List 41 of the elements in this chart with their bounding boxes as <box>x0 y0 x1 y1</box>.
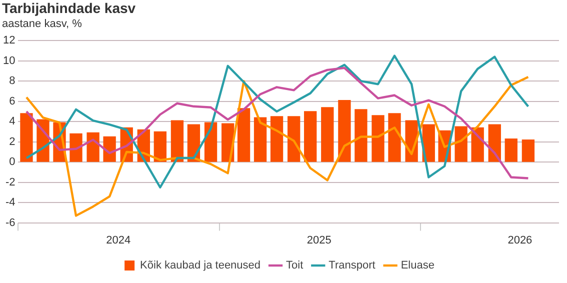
bar <box>204 122 218 162</box>
x-tick-label: 2025 <box>306 234 332 246</box>
x-tick-label: 2024 <box>106 234 131 246</box>
legend-label: Toit <box>286 260 304 272</box>
bar <box>422 124 435 162</box>
y-tick-label: -2 <box>5 176 16 188</box>
legend-label: Eluase <box>400 260 434 272</box>
bar <box>270 116 284 162</box>
bar <box>237 108 250 162</box>
bar <box>170 120 184 162</box>
bar <box>321 107 334 162</box>
y-tick-label: 12 <box>2 34 16 47</box>
bar <box>504 138 518 162</box>
y-tick-label: 8 <box>9 75 16 88</box>
bar <box>103 136 116 162</box>
y-tick-label: -4 <box>5 196 16 209</box>
chart-title: Tarbijahindade kasv <box>1 0 137 17</box>
bar <box>154 131 166 162</box>
y-tick-label: 0 <box>9 156 16 168</box>
bar <box>254 117 267 162</box>
y-tick-label: 10 <box>2 54 16 67</box>
bar <box>388 113 401 162</box>
bar <box>338 100 351 162</box>
chart-subtitle: aastane kasv, % <box>1 17 83 31</box>
legend-label: Transport <box>328 260 376 272</box>
bar <box>372 115 384 162</box>
bar <box>522 139 535 162</box>
x-tick-label: 2026 <box>508 234 532 246</box>
bar <box>20 113 33 162</box>
bar <box>454 126 468 162</box>
bar <box>354 109 368 162</box>
bar <box>488 124 501 162</box>
y-tick-label: -6 <box>5 216 16 229</box>
bar <box>304 111 317 162</box>
bar <box>70 133 82 162</box>
bar <box>288 116 300 162</box>
bar <box>86 132 100 162</box>
y-tick-label: 6 <box>9 95 16 108</box>
y-tick-label: 2 <box>9 136 16 148</box>
legend-label: Kõik kaubad ja teenused <box>140 260 261 272</box>
y-tick-label: 4 <box>9 116 16 128</box>
